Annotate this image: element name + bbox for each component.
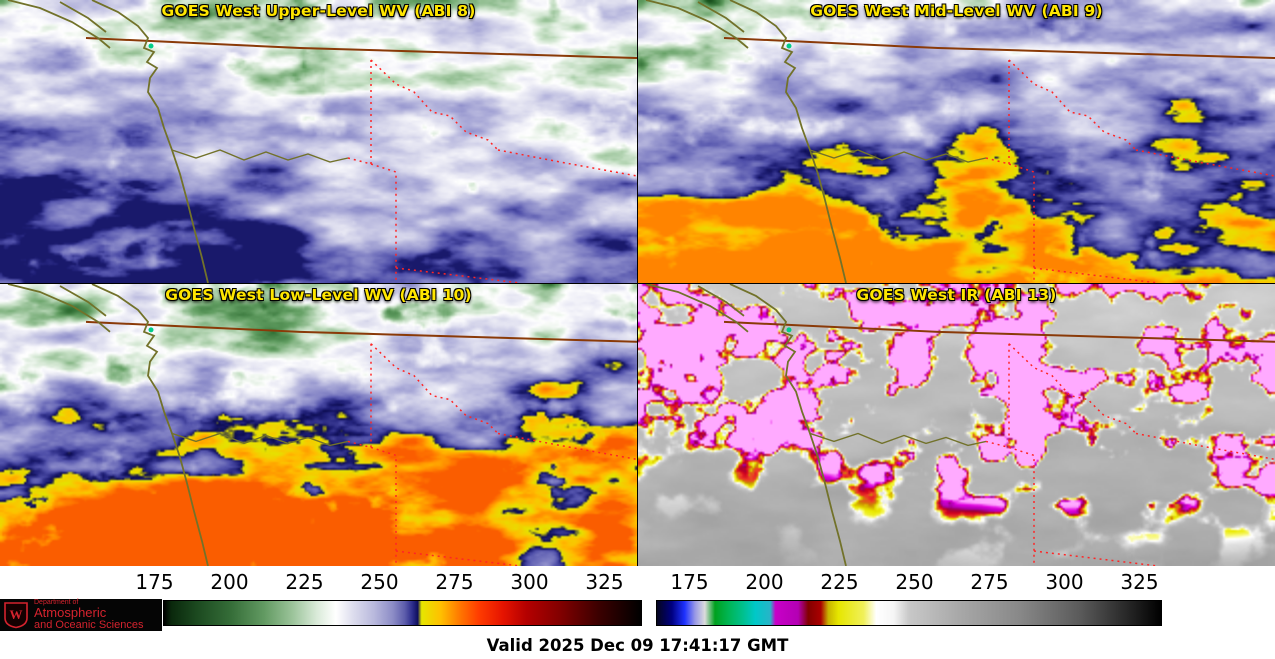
tick-label: 225 bbox=[285, 570, 324, 594]
tick-label: 175 bbox=[670, 570, 709, 594]
satellite-image-abi13 bbox=[638, 284, 1275, 566]
colorbar-wv bbox=[163, 600, 642, 626]
panel-title-abi9: GOES West Mid-Level WV (ABI 9) bbox=[810, 2, 1103, 20]
tick-label: 275 bbox=[435, 570, 474, 594]
logo-line-1: Atmospheric bbox=[34, 605, 107, 621]
tick-label: 175 bbox=[135, 570, 174, 594]
tick-label: 200 bbox=[210, 570, 249, 594]
tick-label: 300 bbox=[1045, 570, 1084, 594]
satellite-image-abi8 bbox=[0, 0, 637, 283]
satellite-image-abi10 bbox=[0, 284, 637, 566]
tick-label: 300 bbox=[510, 570, 549, 594]
colorbar-wv-ticks: 175 200 225 250 275 300 325 bbox=[117, 570, 642, 594]
uw-crest-icon: W bbox=[4, 602, 28, 629]
satellite-image-abi9 bbox=[638, 0, 1275, 283]
tick-label: 250 bbox=[360, 570, 399, 594]
panel-mid-level-wv[interactable]: GOES West Mid-Level WV (ABI 9) bbox=[638, 0, 1275, 283]
logo-line-2: and Oceanic Sciences bbox=[34, 618, 144, 631]
valid-time-bar: Valid 2025 Dec 09 17:41:17 GMT bbox=[0, 632, 1275, 659]
tick-label: 200 bbox=[745, 570, 784, 594]
crest-letter: W bbox=[10, 607, 23, 622]
tick-label: 325 bbox=[585, 570, 624, 594]
logo-dept-line: Department of bbox=[34, 598, 79, 606]
panel-title-abi13: GOES West IR (ABI 13) bbox=[856, 286, 1057, 304]
tick-label: 275 bbox=[970, 570, 1009, 594]
aos-logo: W Department of Atmospheric and Oceanic … bbox=[0, 599, 162, 631]
legend-area: 175 200 225 250 275 300 325 175 200 225 … bbox=[0, 566, 1275, 632]
tick-label: 225 bbox=[820, 570, 859, 594]
panel-low-level-wv[interactable]: GOES West Low-Level WV (ABI 10) bbox=[0, 284, 637, 566]
panel-title-abi10: GOES West Low-Level WV (ABI 10) bbox=[165, 286, 472, 304]
panel-title-abi8: GOES West Upper-Level WV (ABI 8) bbox=[161, 2, 476, 20]
panel-upper-level-wv[interactable]: GOES West Upper-Level WV (ABI 8) bbox=[0, 0, 637, 283]
colorbar-ir-ticks: 175 200 225 250 275 300 325 bbox=[652, 570, 1177, 594]
tick-label: 250 bbox=[895, 570, 934, 594]
panel-ir[interactable]: GOES West IR (ABI 13) bbox=[638, 284, 1275, 566]
panel-grid: GOES West Upper-Level WV (ABI 8) GOES We… bbox=[0, 0, 1275, 566]
aos-logo-text: Department of Atmospheric and Oceanic Sc… bbox=[34, 599, 143, 632]
valid-time-text: Valid 2025 Dec 09 17:41:17 GMT bbox=[486, 636, 789, 655]
tick-label: 325 bbox=[1120, 570, 1159, 594]
colorbar-ir bbox=[656, 600, 1162, 626]
